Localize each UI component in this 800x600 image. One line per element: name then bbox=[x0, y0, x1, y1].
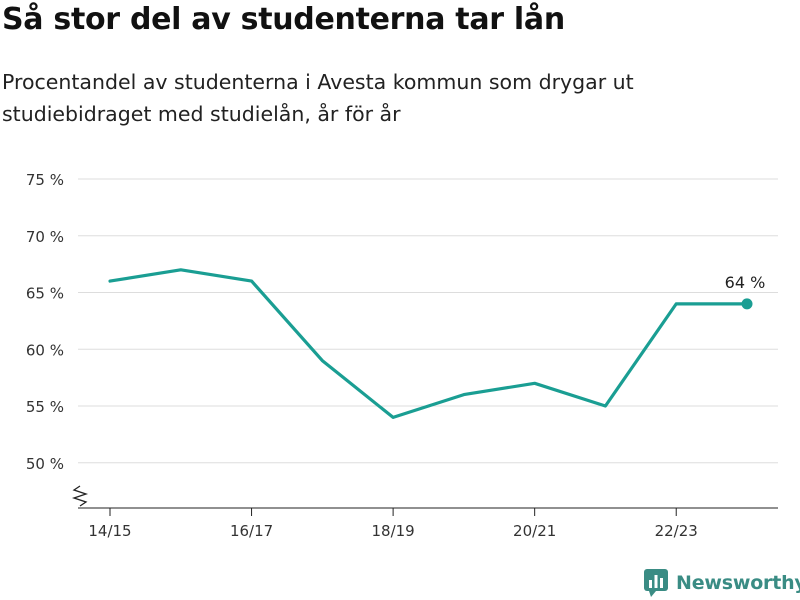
x-tick-label: 20/21 bbox=[513, 522, 556, 540]
line-chart: 50 % 55 % 60 % 65 % 70 % 75 % 14/15 16/17 18/19 2… bbox=[26, 171, 778, 540]
chart-subtitle: Procentandel av studenterna i Avesta kom… bbox=[2, 70, 634, 126]
axis-break-icon bbox=[71, 485, 89, 507]
x-tick-label: 16/17 bbox=[230, 522, 273, 540]
y-tick-label: 60 % bbox=[26, 341, 64, 359]
y-tick-label: 65 % bbox=[26, 285, 64, 303]
data-label-last: 64 % bbox=[725, 273, 766, 292]
y-tick-label: 75 % bbox=[26, 171, 64, 189]
newsworthy-logo-icon bbox=[644, 569, 668, 597]
chart-title: Så stor del av studenterna tar lån bbox=[2, 2, 565, 37]
y-tick-label: 70 % bbox=[26, 228, 64, 246]
series-line bbox=[108, 268, 749, 419]
x-tick-label: 14/15 bbox=[88, 522, 131, 540]
y-tick-label: 55 % bbox=[26, 398, 64, 416]
brand-logo: Newsworthy bbox=[644, 568, 800, 598]
y-tick-label: 50 % bbox=[26, 455, 64, 473]
brand-name: Newsworthy bbox=[676, 572, 800, 594]
x-tick-label: 18/19 bbox=[371, 522, 414, 540]
x-tick-label: 22/23 bbox=[655, 522, 698, 540]
data-point-last bbox=[741, 298, 753, 310]
